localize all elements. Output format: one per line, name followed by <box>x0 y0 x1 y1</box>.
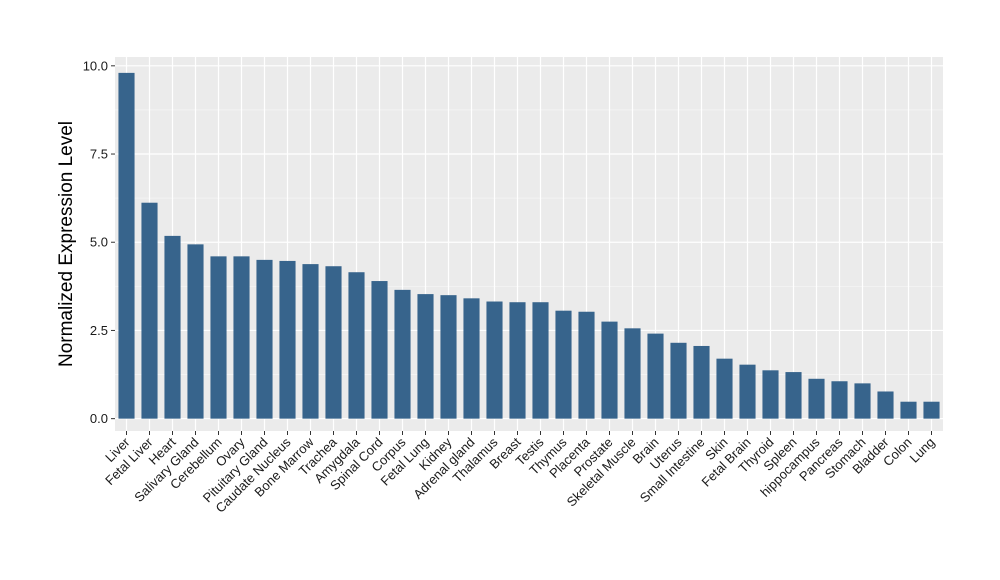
y-tick-label: 7.5 <box>90 147 108 162</box>
bar <box>900 401 917 419</box>
bar <box>164 235 181 419</box>
bar <box>394 289 411 419</box>
bar <box>417 294 434 419</box>
bar <box>302 264 319 419</box>
bar <box>210 256 227 419</box>
bar <box>670 342 687 419</box>
y-axis-title: Normalized Expression Level <box>56 121 77 367</box>
bars <box>118 72 940 419</box>
bar <box>509 302 526 419</box>
bar <box>141 202 158 419</box>
bar <box>831 381 848 419</box>
bar <box>578 311 595 419</box>
bar <box>854 383 871 419</box>
bar <box>532 302 549 419</box>
bar <box>348 272 365 419</box>
bar <box>762 370 779 419</box>
y-tick-label: 10.0 <box>83 58 108 73</box>
bar <box>371 281 388 419</box>
plot-panel <box>115 57 943 431</box>
bar <box>233 256 250 419</box>
bar <box>279 260 296 419</box>
bar <box>739 364 756 419</box>
y-tick-label: 5.0 <box>90 235 108 250</box>
bar <box>693 345 710 419</box>
y-tick-label: 0.0 <box>90 411 108 426</box>
x-tick-label: Lung <box>907 435 938 466</box>
bar <box>601 321 618 419</box>
bar <box>877 391 894 419</box>
bar <box>555 310 572 419</box>
bar <box>325 266 342 419</box>
bar <box>647 333 664 419</box>
bar <box>624 328 641 419</box>
y-tick-label: 2.5 <box>90 323 108 338</box>
bar <box>785 372 802 419</box>
bar <box>716 358 733 419</box>
bar <box>440 295 457 419</box>
bar <box>923 401 940 419</box>
bar <box>256 259 273 419</box>
bar <box>118 72 135 419</box>
bar <box>486 301 503 419</box>
bar <box>463 298 480 419</box>
bar <box>808 378 825 419</box>
y-axis: 0.0 2.5 5.0 7.5 10.0 <box>83 58 115 426</box>
bar <box>187 244 204 419</box>
